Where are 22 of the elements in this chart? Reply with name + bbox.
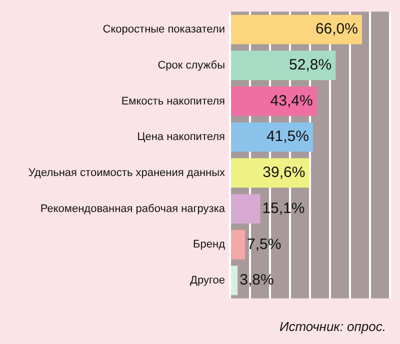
- y-tick-label: Цена накопителя: [137, 131, 226, 144]
- y-tick-label: Рекомендованная рабочая нагрузка: [40, 202, 226, 215]
- data-label: 43,4%: [270, 92, 313, 110]
- y-tick-label: Скоростные показатели: [102, 24, 225, 36]
- bar: [231, 194, 260, 224]
- data-label: 39,6%: [262, 164, 306, 182]
- y-tick-label: Бренд: [193, 238, 226, 251]
- y-tick-label: Емкость накопителя: [121, 95, 226, 108]
- bar: [231, 50, 336, 80]
- data-label: 41,5%: [266, 128, 309, 146]
- y-tick-label: Срок службы: [158, 59, 226, 72]
- y-tick-label: Удельная стоимость хранения данных: [28, 166, 226, 179]
- bar: [231, 14, 362, 44]
- bar: [231, 230, 245, 260]
- data-label: 66,0%: [315, 20, 358, 38]
- y-tick-label: Другое: [190, 274, 225, 287]
- text: Источник: опрос.: [279, 319, 386, 334]
- bar: [231, 86, 317, 116]
- bar: [231, 158, 310, 188]
- data-label: 52,8%: [289, 56, 332, 74]
- bar: [231, 122, 313, 152]
- bar: [231, 266, 238, 296]
